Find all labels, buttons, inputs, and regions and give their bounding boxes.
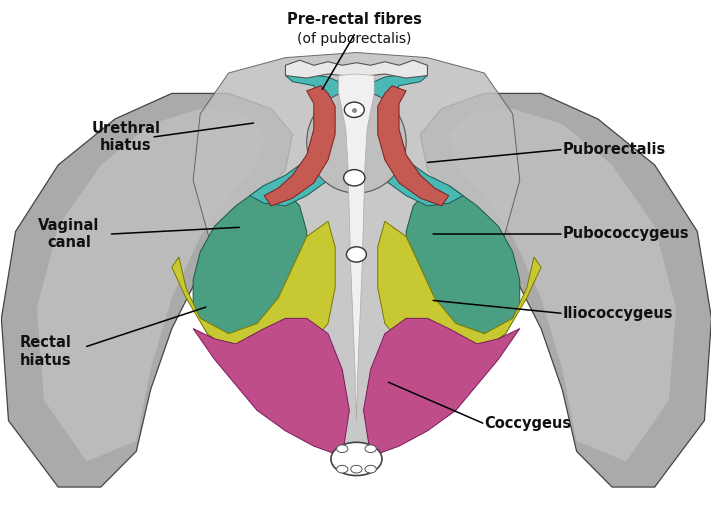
Polygon shape xyxy=(420,94,711,487)
Ellipse shape xyxy=(344,170,365,186)
Polygon shape xyxy=(193,186,307,354)
Polygon shape xyxy=(250,74,349,206)
Ellipse shape xyxy=(351,465,362,473)
Polygon shape xyxy=(264,86,335,206)
Text: Rectal
hiatus: Rectal hiatus xyxy=(19,335,71,368)
Text: Iliococcygeus: Iliococcygeus xyxy=(562,306,673,321)
Text: Pubococcygeus: Pubococcygeus xyxy=(562,227,689,242)
Ellipse shape xyxy=(336,465,348,473)
Polygon shape xyxy=(364,74,463,206)
Ellipse shape xyxy=(307,91,406,193)
Polygon shape xyxy=(285,60,427,78)
Text: Pre-rectal fibres: Pre-rectal fibres xyxy=(287,12,422,27)
Polygon shape xyxy=(339,74,374,420)
Ellipse shape xyxy=(365,445,376,452)
Polygon shape xyxy=(364,318,520,456)
Ellipse shape xyxy=(344,102,365,117)
Polygon shape xyxy=(449,109,676,462)
Polygon shape xyxy=(193,318,349,456)
Ellipse shape xyxy=(331,443,382,475)
Ellipse shape xyxy=(336,445,348,452)
Ellipse shape xyxy=(347,247,366,262)
Polygon shape xyxy=(1,94,292,487)
Text: (of puborectalis): (of puborectalis) xyxy=(297,32,412,46)
Polygon shape xyxy=(378,221,541,359)
Polygon shape xyxy=(406,186,520,354)
Polygon shape xyxy=(193,52,520,472)
Text: Coccygeus: Coccygeus xyxy=(484,416,571,431)
Ellipse shape xyxy=(365,465,376,473)
Text: Puborectalis: Puborectalis xyxy=(562,142,666,157)
Polygon shape xyxy=(37,109,264,462)
Polygon shape xyxy=(172,221,335,359)
Text: Vaginal
canal: Vaginal canal xyxy=(38,218,100,250)
Polygon shape xyxy=(378,86,449,206)
Text: Urethral
hiatus: Urethral hiatus xyxy=(91,121,160,153)
